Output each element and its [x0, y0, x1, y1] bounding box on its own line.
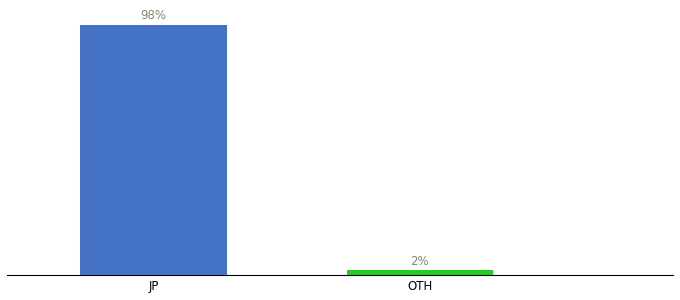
- Bar: [347, 270, 493, 275]
- Text: 2%: 2%: [411, 254, 429, 268]
- Bar: [80, 25, 226, 275]
- Text: 98%: 98%: [141, 9, 167, 22]
